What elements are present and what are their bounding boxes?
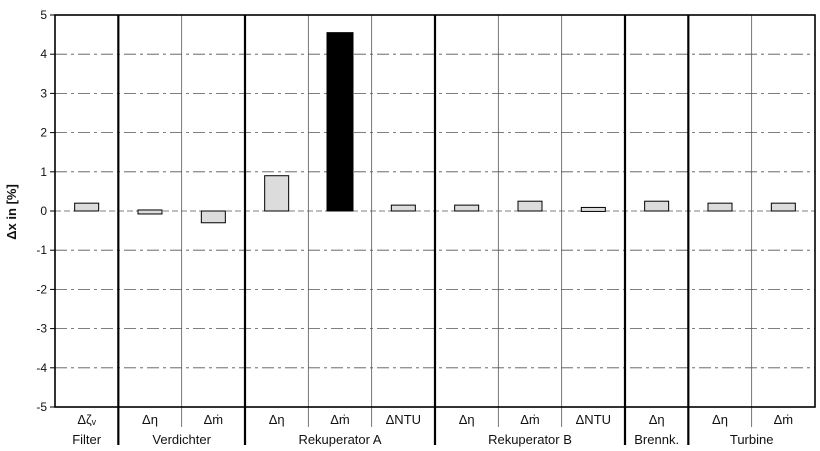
plot-border (54, 14, 816, 408)
x-category-label: Δη (269, 412, 285, 427)
x-group-label: Filter (72, 432, 102, 447)
bar (580, 206, 606, 212)
plot-frame (54, 14, 816, 408)
x-category-label: Δη (459, 412, 475, 427)
x-group-label: Brennk. (634, 432, 679, 447)
y-tick-label: -4 (36, 361, 47, 375)
x-group-label: Turbine (730, 432, 774, 447)
bar (770, 202, 796, 212)
x-category-label: Δṁ (330, 412, 350, 427)
x-category-label: Δζᵥ (77, 412, 96, 427)
bar (264, 175, 290, 212)
x-group-label: Rekuperator A (298, 432, 381, 447)
bars (74, 32, 796, 224)
y-tick-label: -2 (36, 282, 47, 296)
x-category-label: Δṁ (774, 412, 794, 427)
bar (517, 200, 543, 212)
bar (707, 202, 733, 212)
x-category-labels: Δζᵥ Δη Δṁ Δη Δṁ ΔNTU Δη Δṁ ΔNTU Δη Δη Δṁ (77, 412, 793, 427)
y-tick-label: -1 (36, 243, 47, 257)
bar (644, 200, 670, 212)
y-tick-label: 0 (40, 204, 47, 218)
bar (200, 210, 226, 224)
y-tick-label: -3 (36, 322, 47, 336)
group-separators (117, 15, 753, 445)
x-category-label: Δṁ (204, 412, 224, 427)
x-category-label: Δṁ (520, 412, 540, 427)
y-tick-label: 4 (40, 47, 47, 61)
bar (326, 32, 354, 212)
y-tick-label: -5 (36, 400, 47, 414)
x-group-label: Verdichter (152, 432, 211, 447)
y-tick-label: 5 (40, 8, 47, 22)
bar (454, 204, 480, 212)
x-category-label: ΔNTU (386, 412, 421, 427)
x-group-label: Rekuperator B (488, 432, 572, 447)
bar (390, 204, 416, 212)
y-tick-label: 2 (40, 126, 47, 140)
x-category-label: Δη (142, 412, 158, 427)
bar (137, 209, 163, 215)
y-tick-label: 1 (40, 165, 47, 179)
x-category-label: Δη (649, 412, 665, 427)
x-category-label: ΔNTU (576, 412, 611, 427)
x-group-labels: Filter Verdichter Rekuperator A Rekuperator… (72, 432, 773, 447)
y-axis-label: Δx in [%] (4, 184, 19, 240)
bar (74, 202, 100, 212)
x-category-label: Δη (712, 412, 728, 427)
y-axis-ticks: -5 -4 -3 -2 -1 0 1 2 3 4 5 (36, 8, 55, 414)
y-tick-label: 3 (40, 86, 47, 100)
